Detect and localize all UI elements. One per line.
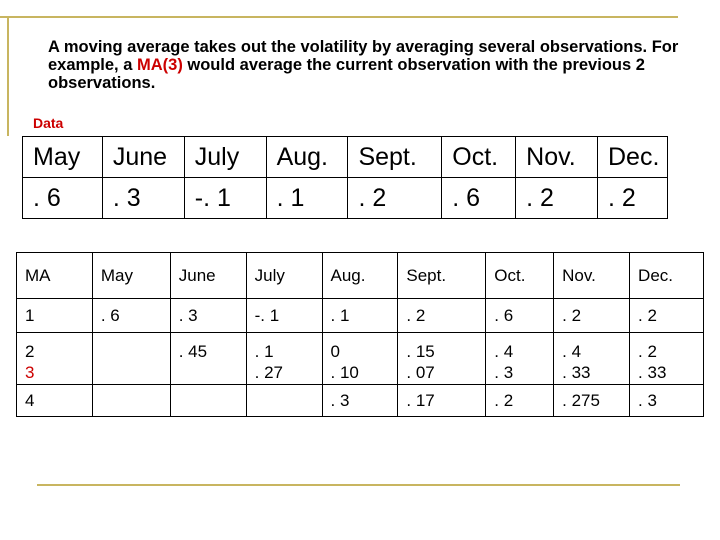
value-cell: . 6 — [22, 177, 103, 219]
ma-row-2: 2 . 45 . 1 0 . 15 . 4 . 4 . 2 — [16, 332, 704, 362]
data-months-row: May June July Aug. Sept. Oct. Nov. Dec. — [22, 136, 668, 178]
ma-header-cell: Aug. — [321, 252, 399, 299]
ma-cell: . 6 — [91, 298, 171, 333]
ma-cell: . 45 — [169, 332, 247, 362]
ma-cell: . 33 — [629, 362, 704, 385]
ma-row-3: 3 . 27 . 10 . 07 . 3 . 33 . 33 — [16, 362, 704, 385]
ma-cell: 0 — [321, 332, 399, 362]
ma-cell: . 275 — [553, 384, 631, 417]
value-cell: . 1 — [265, 177, 349, 219]
ma-cell: . 4 — [553, 332, 631, 362]
ma-cell: . 2 — [485, 384, 555, 417]
ma-cell: . 3 — [629, 384, 704, 417]
ma-header-cell: Oct. — [485, 252, 555, 299]
ma3-highlight: MA(3) — [136, 56, 183, 74]
ma-cell — [91, 332, 171, 362]
bottom-rule — [37, 484, 680, 486]
value-cell: . 3 — [101, 177, 185, 219]
ma-cell — [169, 362, 247, 385]
data-table: May June July Aug. Sept. Oct. Nov. Dec. … — [22, 136, 668, 219]
ma-cell: 4 — [16, 384, 93, 417]
month-cell: July — [183, 136, 267, 178]
ma-cell: . 4 — [485, 332, 555, 362]
ma-cell — [169, 384, 247, 417]
intro-text: A moving average takes out the volatilit… — [48, 38, 688, 92]
left-rule — [7, 16, 9, 136]
month-cell: Oct. — [441, 136, 517, 178]
intro-part-1: A moving average takes out the volatilit… — [48, 38, 679, 74]
intro-part-2: would average the current observation wi… — [48, 56, 645, 92]
ma-cell: . 07 — [397, 362, 487, 385]
ma-cell: 2 — [16, 332, 93, 362]
ma-cell: . 1 — [321, 298, 399, 333]
ma-cell: . 2 — [553, 298, 631, 333]
month-cell: June — [101, 136, 185, 178]
ma-cell — [91, 384, 171, 417]
ma-cell: 3 — [16, 362, 93, 385]
ma-header-cell: June — [169, 252, 247, 299]
ma-cell: 1 — [16, 298, 93, 333]
value-cell: . 2 — [347, 177, 443, 219]
ma-header-cell: Dec. — [629, 252, 704, 299]
ma-header-cell: Sept. — [397, 252, 487, 299]
ma-cell: . 10 — [321, 362, 399, 385]
value-cell: . 2 — [597, 177, 668, 219]
value-cell: . 6 — [441, 177, 517, 219]
ma-cell: . 33 — [553, 362, 631, 385]
data-values-row: . 6 . 3 -. 1 . 1 . 2 . 6 . 2 . 2 — [22, 177, 668, 219]
ma-cell: . 1 — [245, 332, 323, 362]
top-rule — [0, 16, 678, 18]
ma-cell: . 15 — [397, 332, 487, 362]
ma-header-row: MA May June July Aug. Sept. Oct. Nov. De… — [16, 252, 704, 299]
ma-cell: . 2 — [629, 298, 704, 333]
ma-header-cell: MA — [16, 252, 93, 299]
month-cell: Dec. — [597, 136, 668, 178]
ma-cell: . 2 — [397, 298, 487, 333]
month-cell: Aug. — [265, 136, 349, 178]
ma-cell: . 6 — [485, 298, 555, 333]
ma-cell: . 2 — [629, 332, 704, 362]
ma-header-cell: May — [91, 252, 171, 299]
ma-cell: . 17 — [397, 384, 487, 417]
ma-cell: . 27 — [245, 362, 323, 385]
ma-cell — [245, 384, 323, 417]
value-cell: . 2 — [515, 177, 598, 219]
month-cell: Nov. — [515, 136, 598, 178]
ma-cell: . 3 — [485, 362, 555, 385]
data-label: Data — [33, 115, 64, 131]
ma-row-4: 4 . 3 . 17 . 2 . 275 . 3 — [16, 384, 704, 417]
ma-row-1: 1 . 6 . 3 -. 1 . 1 . 2 . 6 . 2 . 2 — [16, 298, 704, 333]
month-cell: May — [22, 136, 103, 178]
value-cell: -. 1 — [183, 177, 267, 219]
ma-cell — [91, 362, 171, 385]
ma-table: MA May June July Aug. Sept. Oct. Nov. De… — [16, 252, 704, 417]
ma-header-cell: Nov. — [553, 252, 631, 299]
month-cell: Sept. — [347, 136, 443, 178]
ma-header-cell: July — [245, 252, 323, 299]
ma-cell: . 3 — [169, 298, 247, 333]
ma-cell: . 3 — [321, 384, 399, 417]
ma-cell: -. 1 — [245, 298, 323, 333]
